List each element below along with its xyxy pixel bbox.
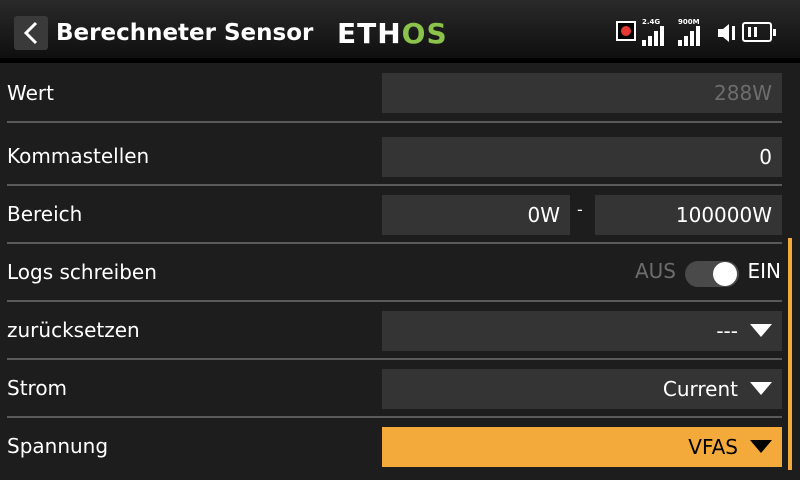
signal-24g-label: 2.4G (642, 18, 661, 26)
back-button[interactable] (14, 16, 48, 50)
divider (7, 184, 782, 186)
speaker-icon (718, 24, 735, 42)
row-reset: zurücksetzen --- (0, 301, 784, 359)
signal-900m-label: 900M (678, 18, 700, 26)
bereich-label: Bereich (7, 202, 83, 226)
dropdown-arrow-icon (750, 440, 772, 453)
wert-label: Wert (7, 81, 54, 105)
strom-label: Strom (7, 376, 68, 400)
signal-24g-icon: 2.4G (640, 18, 666, 46)
ethos-logo: ETHOS (337, 18, 448, 50)
divider (7, 358, 782, 360)
kommastellen-field[interactable]: 0 (382, 137, 782, 177)
status-icons: 2.4G 900M (614, 16, 789, 50)
switch-knob (713, 262, 737, 286)
divider (7, 242, 782, 244)
chevron-left-icon (23, 21, 38, 45)
page-title: Berechneter Sensor (56, 20, 314, 46)
row-bereich: Bereich 0W - 100000W (0, 185, 784, 243)
logs-label: Logs schreiben (7, 260, 157, 284)
scrollbar[interactable] (788, 238, 792, 470)
logo-text-left: ETH (337, 17, 402, 50)
bereich-separator: - (577, 200, 583, 219)
spannung-label: Spannung (7, 434, 109, 458)
logs-switch[interactable] (685, 261, 739, 287)
record-icon (616, 21, 636, 41)
reset-dropdown[interactable]: --- (382, 311, 782, 351)
divider (7, 416, 782, 418)
toggle-off-label: AUS (634, 259, 676, 283)
divider (7, 300, 782, 302)
logo-text-right: OS (401, 17, 448, 50)
reset-value: --- (716, 319, 738, 343)
strom-value: Current (662, 377, 738, 401)
strom-dropdown[interactable]: Current (382, 369, 782, 409)
logs-toggle[interactable]: AUS EIN (631, 259, 781, 289)
row-wert: Wert 288W (0, 63, 784, 121)
divider (7, 121, 782, 123)
kommastellen-label: Kommastellen (7, 144, 150, 168)
header-bar: Berechneter Sensor ETHOS 2.4G 900M (0, 0, 800, 58)
spannung-dropdown[interactable]: VFAS (382, 427, 782, 467)
bereich-min-field[interactable]: 0W (382, 195, 570, 235)
battery-icon (742, 22, 776, 42)
row-kommastellen[interactable]: Kommastellen 0 (0, 127, 784, 185)
settings-list: Wert 288W Kommastellen 0 Bereich 0W - 10… (0, 63, 800, 480)
row-strom: Strom Current (0, 359, 784, 417)
reset-label: zurücksetzen (7, 318, 140, 342)
row-spannung: Spannung VFAS (0, 417, 784, 475)
wert-value: 288W (382, 73, 782, 113)
spannung-value: VFAS (688, 435, 738, 459)
dropdown-arrow-icon (750, 382, 772, 395)
bereich-max-field[interactable]: 100000W (595, 195, 782, 235)
signal-900m-icon: 900M (676, 18, 702, 46)
dropdown-arrow-icon (750, 324, 772, 337)
toggle-on-label: EIN (747, 259, 782, 283)
row-logs: Logs schreiben AUS EIN (0, 243, 784, 301)
